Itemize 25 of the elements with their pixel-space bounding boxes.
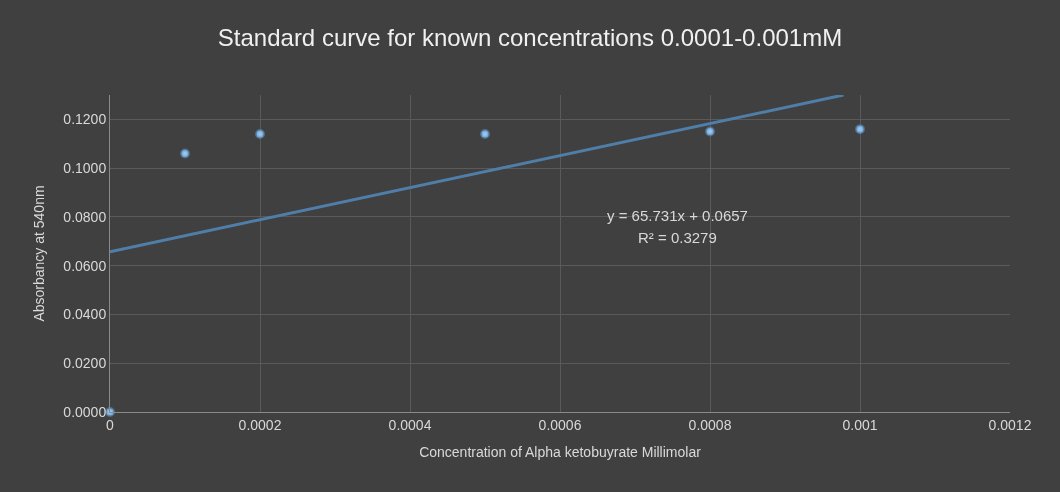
x-tick-label: 0.0006	[538, 416, 582, 433]
point	[855, 124, 865, 135]
y-tick-label: 0.1000	[63, 160, 107, 177]
y-tick-label: 0.0200	[63, 355, 107, 372]
point	[180, 148, 190, 159]
chart-title: Standard curve for known concentrations 0.0001-0.001mM	[217, 24, 843, 52]
point	[255, 129, 265, 140]
x-axis-title: Concentration of Alpha ketobuyrate Millimolar	[419, 444, 702, 461]
point	[480, 129, 490, 140]
y-tick-label: 0.0600	[63, 257, 107, 274]
x-tick-label: 0.0002	[238, 416, 282, 433]
x-tick-label: 0	[106, 416, 115, 433]
annotation: R² = 0.3279	[638, 229, 717, 246]
x-tick-label: 0.0004	[388, 416, 432, 433]
annotation: y = 65.731x + 0.0657	[607, 207, 748, 224]
x-tick-label: 0.0012	[988, 416, 1032, 433]
point	[105, 407, 115, 417]
x-tick-label: 0.001	[842, 416, 878, 433]
point	[705, 126, 715, 137]
y-tick-label: 0.1200	[63, 111, 107, 128]
x-tick-label: 0.0008	[688, 416, 732, 433]
y-axis-title: Absorbancy at 540nm	[30, 185, 47, 322]
y-tick-label: 0.0400	[63, 306, 107, 323]
y-tick-label: 0.0000	[63, 403, 107, 420]
y-tick-label: 0.0800	[63, 208, 107, 225]
